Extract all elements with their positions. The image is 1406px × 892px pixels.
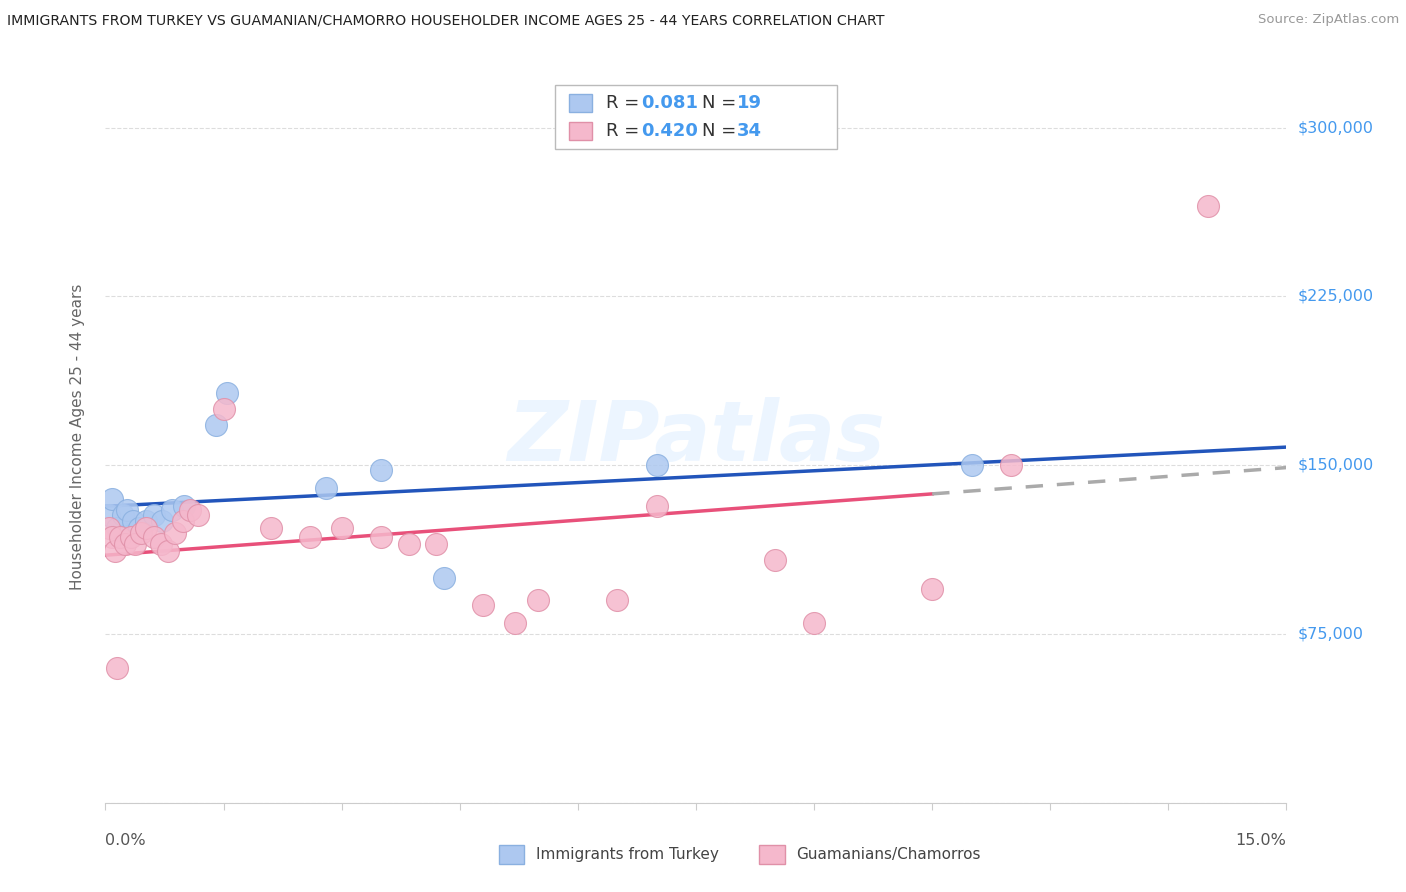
Point	[111, 508, 134, 522]
Text: 0.081: 0.081	[641, 94, 699, 112]
Point	[149, 537, 172, 551]
Point	[108, 530, 131, 544]
Text: 34: 34	[737, 122, 762, 140]
Text: R =: R =	[606, 122, 645, 140]
Point	[960, 458, 983, 473]
Text: Guamanians/Chamorros: Guamanians/Chamorros	[796, 847, 980, 862]
Point	[117, 503, 139, 517]
Point	[921, 582, 943, 596]
Point	[129, 525, 152, 540]
Point	[162, 503, 184, 517]
Point	[645, 499, 668, 513]
Point	[120, 530, 142, 544]
Point	[135, 515, 157, 529]
Point	[398, 537, 420, 551]
Point	[173, 499, 195, 513]
Point	[187, 508, 209, 522]
Point	[425, 537, 447, 551]
Point	[143, 530, 166, 544]
Point	[1197, 199, 1219, 213]
Point	[370, 530, 392, 544]
Point	[179, 503, 201, 517]
Point	[100, 491, 122, 506]
Point	[645, 458, 668, 473]
Point	[157, 543, 180, 558]
Point	[172, 515, 194, 529]
Point	[150, 515, 173, 529]
Point	[472, 598, 495, 612]
Text: 0.0%: 0.0%	[105, 833, 146, 848]
Point	[315, 481, 337, 495]
Point	[763, 553, 786, 567]
Text: N =: N =	[702, 122, 741, 140]
Point	[105, 661, 128, 675]
Y-axis label: Householder Income Ages 25 - 44 years: Householder Income Ages 25 - 44 years	[70, 284, 84, 591]
Point	[128, 521, 150, 535]
Point	[260, 521, 283, 535]
Point	[114, 537, 136, 551]
Point	[98, 508, 121, 522]
Text: 15.0%: 15.0%	[1236, 833, 1286, 848]
Point	[527, 593, 550, 607]
Point	[503, 615, 526, 630]
Point	[370, 463, 392, 477]
Point	[803, 615, 825, 630]
Point	[122, 515, 145, 529]
Text: R =: R =	[606, 94, 645, 112]
Text: ZIPatlas: ZIPatlas	[508, 397, 884, 477]
Point	[217, 386, 239, 401]
Text: 0.420: 0.420	[641, 122, 697, 140]
Text: $225,000: $225,000	[1298, 289, 1374, 304]
Point	[330, 521, 353, 535]
Point	[100, 530, 122, 544]
Point	[433, 571, 456, 585]
Point	[163, 525, 186, 540]
Text: N =: N =	[702, 94, 741, 112]
Text: $300,000: $300,000	[1298, 120, 1374, 135]
Point	[212, 401, 235, 416]
Text: 19: 19	[737, 94, 762, 112]
Point	[299, 530, 322, 544]
Point	[606, 593, 628, 607]
Text: IMMIGRANTS FROM TURKEY VS GUAMANIAN/CHAMORRO HOUSEHOLDER INCOME AGES 25 - 44 YEA: IMMIGRANTS FROM TURKEY VS GUAMANIAN/CHAM…	[7, 13, 884, 28]
Text: $150,000: $150,000	[1298, 458, 1374, 473]
Text: Source: ZipAtlas.com: Source: ZipAtlas.com	[1258, 13, 1399, 27]
Text: Immigrants from Turkey: Immigrants from Turkey	[536, 847, 718, 862]
Point	[104, 543, 127, 558]
Point	[98, 521, 121, 535]
Point	[124, 537, 146, 551]
Point	[135, 521, 157, 535]
Point	[204, 417, 226, 432]
Point	[143, 508, 166, 522]
Text: $75,000: $75,000	[1298, 626, 1364, 641]
Point	[1000, 458, 1022, 473]
Point	[105, 521, 128, 535]
